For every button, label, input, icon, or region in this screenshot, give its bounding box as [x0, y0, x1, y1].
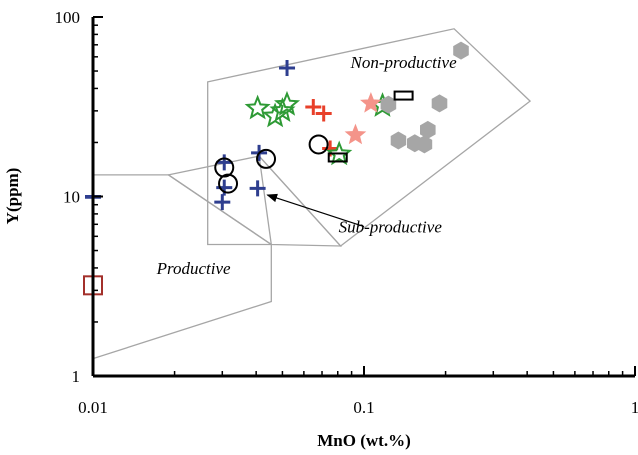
- region-sub-productive: [166, 155, 343, 247]
- rectangle-marker: [393, 90, 414, 101]
- x-tick-label: 0.1: [353, 398, 374, 417]
- region-layer: Non-productive Productive Sub-productive: [92, 28, 532, 360]
- region-non-productive: [207, 28, 532, 247]
- hexagon-marker: [380, 95, 397, 114]
- circle-marker: [308, 134, 329, 155]
- hexagon-marker: [416, 135, 433, 154]
- x-tick-label: 0.01: [78, 398, 108, 417]
- plus-marker: [315, 105, 332, 122]
- plus-marker: [214, 194, 231, 211]
- x-axis-title: MnO (wt.%): [317, 431, 410, 450]
- label-layer: MnO (wt.%) Y(ppm): [3, 168, 411, 450]
- star-marker: [326, 140, 353, 166]
- hexagon-marker: [420, 120, 436, 139]
- plus-marker: [279, 59, 296, 76]
- circle-marker: [218, 173, 239, 194]
- tick-layer: 0.01 0.1 1 1 10 100: [55, 8, 638, 417]
- region-label-sub-productive: Sub-productive: [339, 218, 443, 237]
- marker-layer: [83, 41, 469, 296]
- region-label-non-productive: Non-productive: [350, 53, 458, 72]
- y-tick-label: 1: [72, 367, 81, 386]
- plus-marker: [305, 99, 322, 116]
- y-axis-title: Y(ppm): [3, 168, 22, 225]
- filled-star-marker: [344, 123, 367, 145]
- circle-marker: [214, 157, 235, 178]
- plus-marker: [249, 180, 266, 197]
- star-marker: [244, 94, 271, 120]
- circle-marker: [256, 148, 277, 169]
- hexagon-marker: [390, 131, 407, 150]
- x-tick-label: 1: [631, 398, 638, 417]
- hexagon-marker: [431, 94, 448, 113]
- plus-marker: [216, 154, 233, 171]
- annotation-arrow: [266, 193, 365, 228]
- y-tick-label: 10: [63, 188, 80, 207]
- region-label-productive: Productive: [156, 259, 231, 278]
- filled-star-marker: [360, 92, 382, 113]
- y-tick-label: 100: [55, 8, 81, 27]
- star-marker: [274, 90, 301, 116]
- hexagon-marker: [453, 41, 469, 60]
- star-marker: [269, 97, 296, 123]
- rectangle-marker: [327, 152, 348, 163]
